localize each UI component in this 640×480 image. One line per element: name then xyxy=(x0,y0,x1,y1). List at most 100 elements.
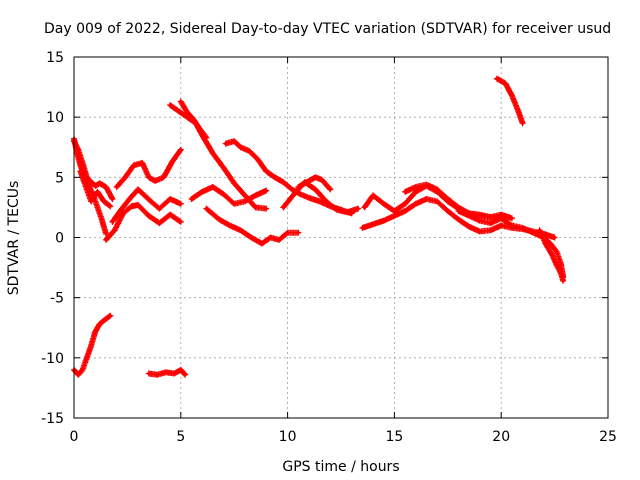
data-point xyxy=(157,207,162,211)
data-point xyxy=(307,196,311,200)
data-point xyxy=(403,209,407,213)
data-point xyxy=(136,187,140,191)
data-point xyxy=(102,199,106,203)
data-point xyxy=(85,187,89,191)
data-point xyxy=(93,329,97,333)
x-tick-label: 25 xyxy=(599,429,617,445)
data-point xyxy=(371,193,375,197)
x-tick-label: 5 xyxy=(176,429,185,445)
data-point xyxy=(360,226,364,230)
data-point xyxy=(467,225,471,229)
data-point xyxy=(555,263,559,267)
data-point xyxy=(147,175,151,179)
data-point xyxy=(172,371,176,376)
data-point xyxy=(78,169,83,173)
data-point xyxy=(221,192,226,196)
data-point xyxy=(93,184,97,188)
y-tick-label: 5 xyxy=(55,170,64,186)
data-point xyxy=(488,215,493,219)
data-point xyxy=(456,217,461,222)
data-point xyxy=(488,221,493,225)
data-point xyxy=(548,241,552,246)
data-point xyxy=(467,214,471,218)
series-arc-e xyxy=(109,186,184,225)
data-point xyxy=(76,373,80,377)
data-point xyxy=(503,81,508,86)
data-point xyxy=(298,192,303,196)
series-arc-d xyxy=(103,202,184,243)
data-point xyxy=(499,213,503,217)
data-point xyxy=(553,235,557,240)
data-point xyxy=(362,205,367,210)
data-point xyxy=(89,180,93,184)
data-point xyxy=(232,139,236,143)
data-point xyxy=(179,99,183,104)
data-point xyxy=(108,204,112,208)
data-point xyxy=(286,231,290,235)
series-arc-l xyxy=(280,179,362,216)
data-point xyxy=(243,199,247,203)
data-point xyxy=(561,279,565,283)
data-point xyxy=(403,190,407,194)
data-point xyxy=(221,166,226,170)
series-arc-n xyxy=(359,196,558,241)
data-point xyxy=(136,203,140,207)
data-point xyxy=(168,213,172,217)
y-tick-label: 0 xyxy=(55,231,64,247)
data-point xyxy=(264,188,268,193)
data-point xyxy=(290,187,294,191)
data-point xyxy=(89,344,93,348)
data-point xyxy=(149,199,153,203)
data-point xyxy=(247,149,251,153)
data-point xyxy=(200,190,204,194)
data-point xyxy=(162,175,166,179)
series-arc-i xyxy=(188,184,270,207)
data-point xyxy=(403,202,407,206)
data-point xyxy=(531,231,535,235)
data-point xyxy=(324,199,328,203)
data-point xyxy=(217,217,221,222)
data-point xyxy=(424,182,429,187)
data-point xyxy=(296,231,300,235)
data-point xyxy=(179,148,183,152)
series-arc-r xyxy=(536,227,567,284)
data-point xyxy=(550,253,555,258)
data-point xyxy=(85,175,89,179)
data-point xyxy=(296,185,300,189)
data-point xyxy=(253,193,258,197)
data-point xyxy=(80,161,85,165)
series-marks xyxy=(493,75,526,127)
data-point xyxy=(392,214,396,218)
data-point xyxy=(155,373,159,377)
data-point xyxy=(189,197,194,201)
series-arc-u xyxy=(145,366,189,378)
data-point xyxy=(414,202,418,206)
series-arc-f xyxy=(113,146,184,190)
data-point xyxy=(424,197,429,201)
data-point xyxy=(80,368,85,372)
data-point xyxy=(123,175,127,179)
data-point xyxy=(112,228,117,232)
series-arc-m xyxy=(295,174,334,193)
data-point xyxy=(478,229,482,234)
data-point xyxy=(168,197,172,201)
data-point xyxy=(98,181,102,185)
y-tick-label: 10 xyxy=(46,110,64,126)
data-point xyxy=(382,202,386,206)
data-point xyxy=(559,262,563,266)
data-point xyxy=(157,221,162,225)
data-point xyxy=(510,93,514,98)
data-point xyxy=(153,179,157,183)
data-point xyxy=(179,220,183,224)
data-point xyxy=(183,373,187,377)
x-tick-label: 20 xyxy=(492,429,510,445)
data-point xyxy=(516,109,520,113)
data-point xyxy=(520,121,525,125)
data-point xyxy=(198,127,202,131)
data-point xyxy=(102,318,106,323)
data-point xyxy=(495,77,499,81)
data-point xyxy=(89,199,93,203)
data-point xyxy=(95,205,100,210)
data-point xyxy=(313,175,317,179)
